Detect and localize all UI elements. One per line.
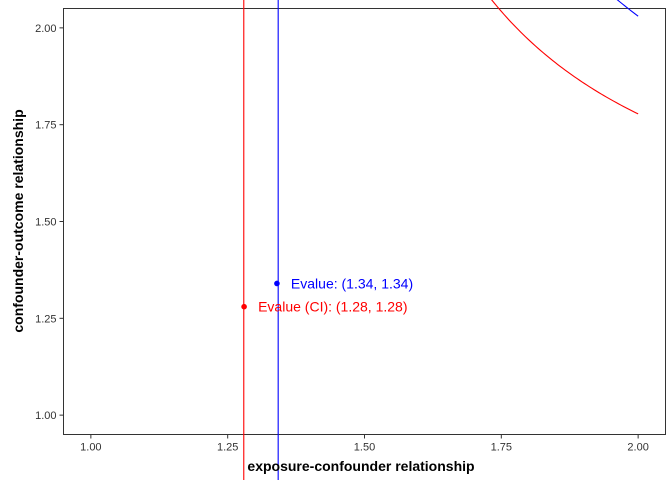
- evalue-annotation-1: Evalue (CI): (1.28, 1.28): [258, 299, 407, 315]
- series-layer: Evalue: (1.34, 1.34) Evalue (CI): (1.28, …: [241, 0, 639, 480]
- x-axis-ticks: 1.00 1.25 1.50 1.75 2.00: [80, 434, 649, 454]
- y-axis-ticks: 1.00 1.25 1.50 1.75 2.00: [35, 23, 64, 422]
- x-axis-title: exposure-confounder relationship: [247, 458, 474, 474]
- y-axis-title: confounder-outcome relationship: [10, 109, 26, 332]
- evalue-point-0: [274, 280, 280, 287]
- y-tick-label: 1.50: [35, 217, 56, 229]
- x-tick-label: 1.00: [80, 442, 101, 454]
- x-tick-label: 2.00: [627, 442, 648, 454]
- x-tick-label: 1.25: [217, 442, 238, 454]
- y-tick-label: 1.25: [35, 313, 56, 325]
- evalue-annotation-0: Evalue: (1.34, 1.34): [291, 275, 413, 291]
- evalue-point-1: [241, 303, 247, 310]
- y-tick-label: 1.75: [35, 120, 56, 132]
- y-tick-label: 2.00: [35, 23, 56, 35]
- evalue-curve-1: [243, 0, 639, 480]
- x-tick-label: 1.50: [354, 442, 375, 454]
- y-tick-label: 1.00: [35, 410, 56, 422]
- x-tick-label: 1.75: [491, 442, 512, 454]
- panel-border: [63, 8, 666, 435]
